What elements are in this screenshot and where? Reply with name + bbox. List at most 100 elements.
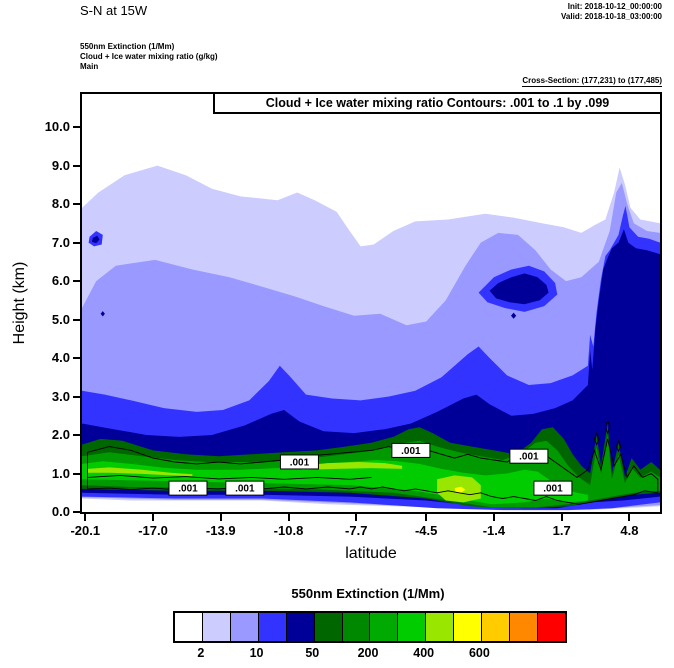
valid-time-label: Valid: 2018-10-18_03:00:00 (561, 12, 662, 21)
y-tick-mark (73, 357, 80, 360)
y-tick-mark (73, 126, 80, 129)
y-tick-mark (73, 472, 80, 475)
colorbar-cell (201, 613, 230, 641)
contour-value-label: .001 (279, 454, 319, 470)
contour-value-label: .001 (533, 480, 573, 496)
plot-area: .001 .001 .001 .001 .001 .001 Cloud + Ice wat… (80, 92, 662, 514)
y-tick-mark (73, 395, 80, 398)
figure-title: S-N at 15W (80, 3, 148, 18)
x-tick-mark (219, 514, 222, 521)
x-tick-label: -7.7 (345, 523, 368, 538)
init-time-label: Init: 2018-10-12_00:00:00 (567, 2, 662, 11)
x-tick-mark (560, 514, 563, 521)
field-extinction-label: 550nm Extinction (1/Mm) (80, 42, 175, 51)
x-tick-mark (152, 514, 155, 521)
x-tick-label: -17.0 (138, 523, 168, 538)
x-tick-label: -4.5 (414, 523, 438, 538)
y-tick-label: 5.0 (51, 311, 70, 327)
cloud-ice-contour-line (604, 419, 611, 435)
colorbar-tick-label: 600 (468, 646, 490, 660)
y-tick-mark (73, 511, 80, 513)
y-tick-label: 2.0 (51, 427, 70, 443)
y-tick-label: 6.0 (51, 273, 70, 289)
svg-text:.001: .001 (178, 484, 198, 495)
y-tick-mark (73, 318, 80, 321)
colorbar-title: 550nm Extinction (1/Mm) (291, 586, 445, 601)
y-tick-label: 10.0 (44, 119, 70, 135)
fill-region-chartreuse-streak-mid (301, 462, 403, 470)
x-tick-mark (355, 514, 358, 521)
svg-text:.001: .001 (519, 452, 539, 463)
y-tick-mark (73, 434, 80, 437)
fill-region-navy-layer (82, 229, 660, 509)
cloud-ice-contour-line (615, 439, 622, 453)
colorbar-cell (397, 613, 426, 641)
x-tick-mark (492, 514, 495, 521)
x-tick-mark (628, 514, 631, 521)
fill-region-navy-dot-left (100, 311, 105, 317)
colorbar-cell (536, 613, 565, 641)
y-tick-label: 7.0 (51, 234, 70, 250)
field-domain-label: Main (80, 62, 99, 71)
x-tick-label: 1.7 (552, 523, 571, 538)
contour-value-label: .001 (168, 480, 208, 496)
y-tick-label: 9.0 (51, 157, 70, 173)
x-tick-label: -1.4 (482, 523, 506, 538)
fill-region-navy-dot-right (511, 312, 517, 319)
y-tick-mark (73, 203, 80, 206)
x-tick-label: -10.8 (273, 523, 304, 538)
colorbar-cell (257, 613, 286, 641)
y-tick-mark (73, 241, 80, 244)
contour-value-label: .001 (225, 480, 265, 496)
init-valid-block: Init: 2018-10-12_00:00:00 Valid: 2018-10… (561, 2, 662, 22)
contour-info-box: Cloud + Ice water mixing ratio Contours:… (213, 92, 662, 114)
x-tick-label: -13.9 (205, 523, 236, 538)
colorbar-cell (453, 613, 482, 641)
field-list: 550nm Extinction (1/Mm) Cloud + Ice wate… (80, 42, 218, 72)
colorbar-cell (313, 613, 342, 641)
cross-section-label: Cross-Section: (177,231) to (177,485) (522, 76, 662, 87)
y-tick-mark (73, 164, 80, 167)
svg-text:.001: .001 (401, 446, 421, 457)
svg-text:.001: .001 (290, 457, 310, 468)
fill-region-left-edge-navy-spot (91, 235, 100, 244)
y-tick-label: 0.0 (51, 504, 70, 519)
x-tick-mark (287, 514, 290, 521)
contour-plot: .001 .001 .001 .001 .001 .001 (82, 165, 660, 511)
y-tick-label: 4.0 (51, 350, 70, 366)
fill-region-midlevel-navy-core (489, 273, 549, 305)
x-tick-mark (84, 514, 87, 521)
colorbar-cell (229, 613, 258, 641)
contour-value-label: .001 (391, 442, 431, 458)
colorbar-cell (175, 613, 202, 641)
x-axis-title: latitude (345, 545, 397, 562)
x-tick-mark (425, 514, 428, 521)
svg-text:.001: .001 (235, 484, 255, 495)
y-tick-mark (73, 280, 80, 283)
colorbar-cell (369, 613, 398, 641)
cloud-ice-contour-line (593, 431, 600, 446)
colorbar-cell (285, 613, 314, 641)
svg-text:.001: .001 (543, 484, 563, 495)
cloud-ice-contour-line (87, 474, 372, 480)
colorbar-tick-label: 2 (197, 646, 205, 660)
x-tick-label: 4.8 (620, 523, 639, 538)
field-cloud-ice-label: Cloud + Ice water mixing ratio (g/kg) (80, 52, 218, 61)
fill-region-yellow-speck (454, 486, 466, 493)
fill-region-chartreuse-streak-left (87, 467, 193, 477)
colorbar-cell (509, 613, 537, 641)
colorbar-tick-label: 10 (249, 646, 264, 660)
y-axis-title: Height (km) (11, 261, 28, 345)
cloud-ice-contour-line (87, 438, 659, 505)
colorbar (173, 611, 567, 643)
y-tick-label: 8.0 (51, 196, 70, 212)
colorbar-tick-label: 50 (305, 646, 320, 660)
colorbar-tick-label: 200 (357, 646, 379, 660)
colorbar-cell (481, 613, 510, 641)
y-tick-label: 3.0 (51, 388, 70, 404)
x-tick-label: -20.1 (70, 523, 101, 538)
y-tick-label: 1.0 (51, 465, 70, 481)
colorbar-cell (425, 613, 454, 641)
colorbar-tick-label: 400 (413, 646, 435, 660)
